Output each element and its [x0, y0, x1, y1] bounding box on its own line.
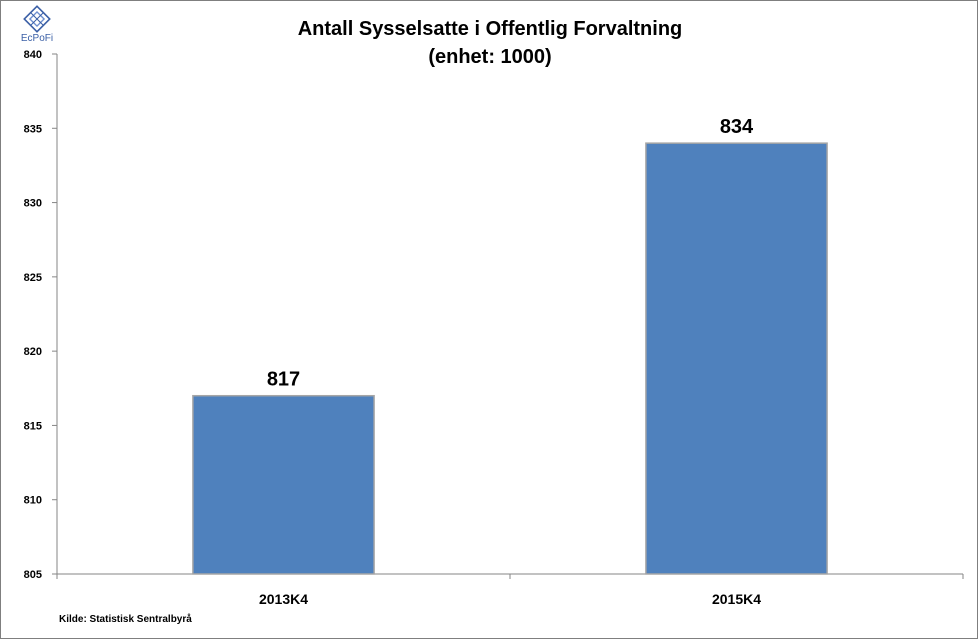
category-label: 2015K4 — [712, 591, 761, 607]
bar-2015k4 — [645, 142, 828, 575]
source-note: Kilde: Statistisk Sentralbyrå — [59, 614, 192, 625]
ecpofi-logo: EcPoFi — [17, 5, 57, 45]
category-label: 2013K4 — [259, 591, 308, 607]
y-tick-label: 805 — [24, 569, 42, 581]
bar-2013k4 — [192, 394, 375, 575]
data-label: 817 — [267, 369, 300, 391]
bars — [192, 142, 828, 575]
logo-text: EcPoFi — [20, 33, 54, 44]
y-tick-label: 835 — [24, 123, 42, 135]
chart-title-block: Antall Sysselsatte i Offentlig Forvaltni… — [1, 15, 978, 71]
data-label: 834 — [720, 116, 754, 138]
chart-subtitle: (enhet: 1000) — [428, 46, 552, 68]
y-tick-label: 815 — [24, 420, 42, 432]
logo-mark-icon — [23, 5, 51, 33]
y-tick-label: 810 — [24, 495, 42, 507]
y-tick-label: 840 — [24, 49, 42, 61]
y-tick-label: 825 — [24, 272, 42, 284]
y-tick-label: 830 — [24, 198, 42, 210]
labels: 817 2013K4 834 2015K4 — [259, 116, 761, 607]
chart-title: Antall Sysselsatte i Offentlig Forvaltni… — [297, 18, 683, 40]
y-tick-label: 820 — [24, 346, 42, 358]
